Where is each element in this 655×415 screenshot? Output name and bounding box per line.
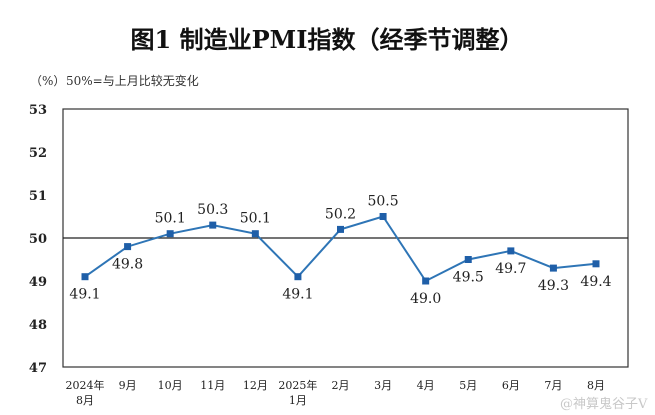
data-label: 49.5 (453, 270, 484, 286)
note-label: 50%=与上月比较无变化 (66, 73, 199, 88)
data-label: 49.4 (580, 274, 611, 290)
data-label: 49.1 (282, 287, 313, 303)
data-label: 50.2 (325, 206, 356, 222)
data-point (422, 277, 430, 285)
x-tick-label: 8月 (587, 379, 605, 392)
data-label: 49.0 (410, 291, 441, 307)
data-label: 49.3 (538, 278, 569, 294)
x-tick-label: 11月 (200, 379, 225, 392)
data-label: 49.8 (112, 257, 143, 273)
x-tick-label: 1月 (289, 394, 307, 407)
data-point (209, 221, 217, 229)
x-tick-label: 4月 (417, 379, 435, 392)
x-tick-label: 2025年 (278, 378, 317, 392)
data-label: 50.1 (240, 211, 271, 227)
y-tick-label: 48 (29, 318, 47, 333)
data-point (507, 247, 515, 255)
y-tick-label: 52 (29, 146, 47, 161)
x-tick-label: 2月 (332, 379, 350, 392)
y-tick-label: 53 (29, 103, 47, 118)
data-label: 49.1 (69, 287, 100, 303)
x-tick-label: 12月 (243, 379, 268, 392)
chart-title: 图1 制造业PMI指数（经季节调整） (131, 25, 524, 54)
x-tick-label: 2024年 (66, 378, 105, 392)
y-tick-label: 47 (29, 361, 47, 376)
data-point (379, 213, 387, 220)
data-point (592, 260, 600, 268)
unit-label: （%） (30, 74, 65, 88)
watermark: @神算鬼谷子V (560, 396, 648, 412)
data-point (81, 273, 89, 281)
data-point (294, 273, 302, 281)
x-tick-label: 5月 (459, 379, 477, 392)
data-point (251, 230, 259, 238)
x-tick-label: 10月 (158, 379, 183, 392)
x-tick-label: 8月 (76, 394, 94, 407)
data-point (337, 225, 344, 233)
data-point (166, 230, 174, 238)
data-label: 50.5 (367, 194, 398, 210)
data-point (124, 243, 132, 251)
y-tick-label: 49 (29, 275, 47, 290)
y-tick-label: 51 (29, 189, 47, 204)
data-point (464, 256, 472, 263)
x-tick-label: 6月 (502, 379, 520, 392)
data-point (549, 264, 557, 272)
data-label: 49.7 (495, 261, 526, 277)
data-label: 50.1 (155, 211, 186, 227)
x-tick-label: 7月 (544, 379, 562, 392)
x-tick-label: 9月 (119, 379, 137, 392)
data-label: 50.3 (197, 202, 228, 218)
y-tick-label: 50 (29, 232, 47, 247)
x-tick-label: 3月 (374, 379, 392, 392)
